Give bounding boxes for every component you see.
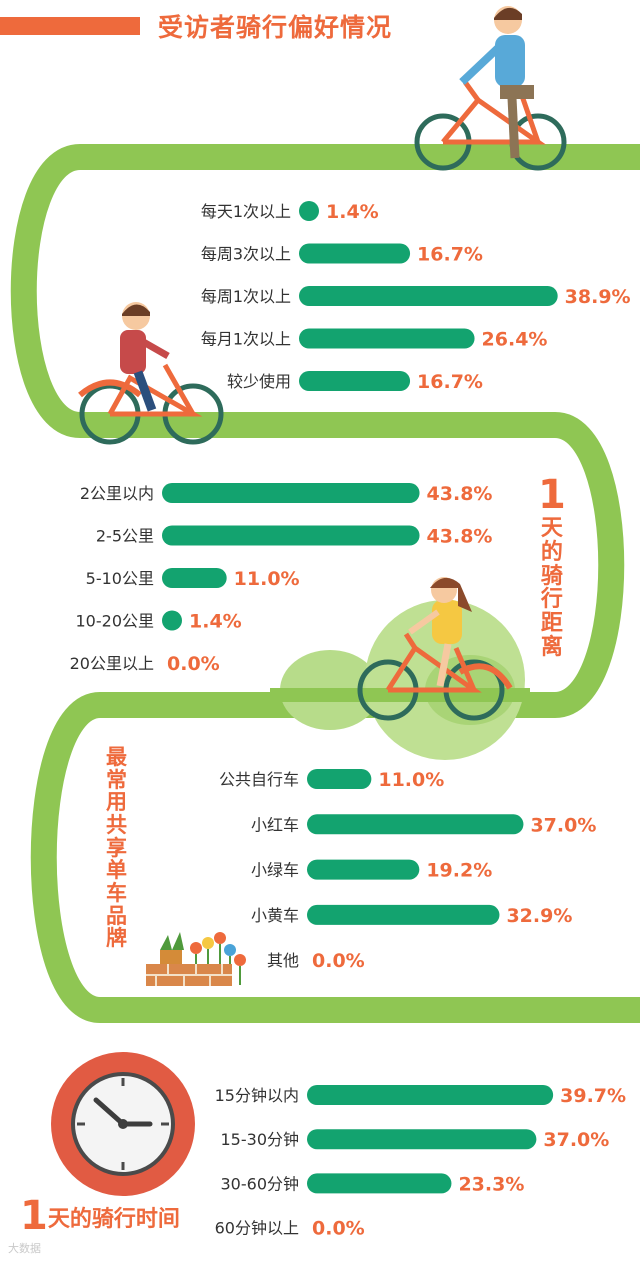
- category-label: 60分钟以上: [215, 1219, 299, 1238]
- bar: [162, 610, 182, 631]
- bar: [299, 286, 558, 306]
- value-label: 16.7%: [417, 371, 483, 393]
- value-label: 19.2%: [426, 860, 492, 882]
- category-label: 小黄车: [251, 906, 299, 925]
- brand-title-char: 品: [106, 903, 127, 928]
- value-label: 32.9%: [506, 905, 572, 927]
- distance-title: 1 天 的 骑 行 距 离: [538, 472, 566, 660]
- bar: [307, 859, 420, 880]
- value-label: 43.8%: [427, 483, 493, 505]
- category-label: 每天1次以上: [201, 202, 291, 221]
- value-label: 43.8%: [427, 526, 493, 548]
- watermark: 大数据: [8, 1242, 41, 1255]
- bar: [307, 904, 500, 925]
- distance-title-char: 离: [540, 634, 563, 660]
- bar: [307, 1173, 452, 1194]
- bar: [299, 201, 319, 221]
- value-label: 0.0%: [167, 653, 220, 675]
- bar: [162, 525, 420, 546]
- distance-title-char: 的: [540, 539, 563, 565]
- category-label: 其他: [267, 951, 299, 970]
- bar: [162, 483, 420, 503]
- brick-wall-icon: [146, 964, 232, 986]
- value-label: 39.7%: [560, 1085, 626, 1107]
- cyclist-man-icon: [414, 6, 567, 171]
- value-label: 0.0%: [312, 950, 365, 972]
- value-label: 26.4%: [482, 329, 548, 351]
- brand-title-char: 车: [106, 881, 127, 906]
- time-title-num: 1: [20, 1193, 48, 1239]
- category-label: 小红车: [251, 815, 299, 834]
- bar: [299, 328, 475, 349]
- category-label: 20公里以上: [70, 654, 154, 673]
- distance-title-num: 1: [538, 472, 566, 518]
- category-label: 较少使用: [227, 372, 291, 391]
- value-label: 38.9%: [565, 286, 631, 308]
- hills-icon: [270, 600, 530, 760]
- bar: [307, 769, 372, 789]
- cyclist-boy-icon: [78, 302, 224, 445]
- brand-title-char: 享: [106, 835, 127, 860]
- time-title-text: 天的骑行时间: [47, 1207, 180, 1233]
- category-label: 15-30分钟: [221, 1130, 300, 1149]
- brand-title-char: 常: [106, 767, 127, 792]
- distance-title-char: 天: [540, 516, 563, 542]
- category-label: 公共自行车: [219, 770, 299, 789]
- bar: [299, 243, 411, 264]
- category-label: 每月1次以上: [201, 330, 291, 349]
- brand-title-char: 最: [106, 745, 127, 769]
- brand-title: 最 常 用 共 享 单 车 品 牌: [106, 746, 127, 950]
- category-label: 5-10公里: [86, 569, 154, 588]
- bar: [307, 1129, 537, 1150]
- distance-title-char: 距: [540, 611, 563, 637]
- value-label: 16.7%: [417, 244, 483, 266]
- category-label: 10-20公里: [76, 612, 155, 631]
- value-label: 23.3%: [458, 1173, 524, 1195]
- time-title: 1 天的骑行时间: [20, 1196, 180, 1236]
- road: [10, 144, 640, 1023]
- brand-title-char: 用: [106, 790, 127, 815]
- category-label: 每周1次以上: [201, 287, 291, 306]
- value-label: 37.0%: [530, 814, 596, 836]
- value-label: 0.0%: [312, 1218, 365, 1240]
- category-label: 30-60分钟: [221, 1174, 300, 1193]
- bar: [307, 814, 524, 835]
- clock-icon: [51, 1052, 195, 1196]
- bar-charts: 每天1次以上 1.4% 每周3次以上 16.7% 每周1次以上 38.9% 每月1次以上 26…: [70, 201, 631, 1240]
- page-title: 受访者骑行偏好情况: [158, 13, 393, 42]
- value-label: 1.4%: [189, 611, 242, 633]
- brand-title-char: 共: [106, 813, 127, 838]
- bar: [162, 568, 227, 588]
- brand-title-char: 单: [106, 858, 127, 883]
- value-label: 37.0%: [543, 1129, 609, 1151]
- flower-pot-icon: [160, 932, 246, 985]
- value-label: 1.4%: [326, 201, 379, 223]
- category-label: 2公里以内: [80, 484, 154, 503]
- value-label: 11.0%: [234, 568, 300, 590]
- category-label: 2-5公里: [96, 527, 154, 546]
- distance-title-char: 行: [540, 587, 563, 613]
- bar: [307, 1085, 554, 1105]
- cyclist-girl-icon: [357, 577, 513, 721]
- distance-title-char: 骑: [540, 563, 563, 589]
- category-label: 小绿车: [251, 861, 299, 880]
- value-label: 11.0%: [378, 769, 444, 791]
- title-stripe: [0, 17, 140, 35]
- bar: [299, 371, 411, 391]
- category-label: 每周3次以上: [201, 245, 291, 264]
- category-label: 15分钟以内: [215, 1086, 299, 1105]
- brand-title-char: 牌: [106, 926, 127, 951]
